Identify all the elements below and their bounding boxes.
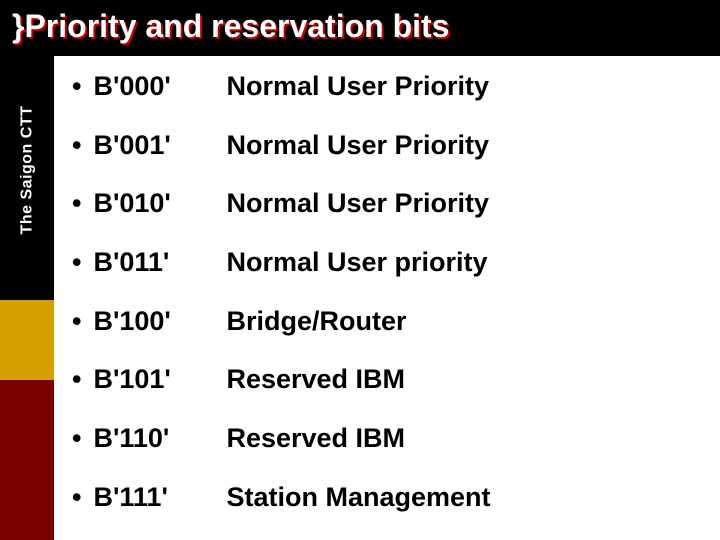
item-code: B'001' xyxy=(93,131,208,161)
list-item: • B'101' Reserved IBM xyxy=(72,365,712,395)
item-code: B'111' xyxy=(93,483,208,513)
item-desc: Station Management xyxy=(226,483,490,513)
list-item: • B'111' Station Management xyxy=(72,483,712,513)
title-text: Priority and reservation bits xyxy=(24,8,449,44)
item-desc: Normal User Priority xyxy=(226,72,489,102)
list-item: • B'100' Bridge/Router xyxy=(72,307,712,337)
item-code: B'101' xyxy=(93,365,208,395)
slide: }Priority and reservation bits }Priority… xyxy=(0,0,720,540)
item-desc: Normal User Priority xyxy=(226,131,489,161)
item-desc: Normal User Priority xyxy=(226,189,489,219)
bullet-icon: • xyxy=(72,249,81,276)
list-item: • B'110' Reserved IBM xyxy=(72,424,712,454)
item-code: B'011' xyxy=(93,248,208,278)
list-item: • B'011' Normal User priority xyxy=(72,248,712,278)
item-code: B'000' xyxy=(93,72,208,102)
bullet-icon: • xyxy=(72,425,81,452)
bullet-icon: • xyxy=(72,73,81,100)
sidebar-label-container: The Saigon CTT xyxy=(15,100,39,240)
title-brace: } xyxy=(12,8,24,44)
item-code: B'100' xyxy=(93,307,208,337)
bullet-icon: • xyxy=(72,132,81,159)
item-desc: Bridge/Router xyxy=(226,307,406,337)
slide-title: }Priority and reservation bits xyxy=(12,8,449,45)
sidebar-label: The Saigon CTT xyxy=(18,106,36,235)
item-desc: Reserved IBM xyxy=(226,365,405,395)
list-item: • B'010' Normal User Priority xyxy=(72,189,712,219)
sidebar-yellow-band xyxy=(0,300,54,380)
bullet-icon: • xyxy=(72,366,81,393)
list-item: • B'000' Normal User Priority xyxy=(72,72,712,102)
item-desc: Normal User priority xyxy=(226,248,487,278)
item-code: B'010' xyxy=(93,189,208,219)
item-desc: Reserved IBM xyxy=(226,424,405,454)
bullet-icon: • xyxy=(72,308,81,335)
bullet-icon: • xyxy=(72,484,81,511)
body-list: • B'000' Normal User Priority • B'001' N… xyxy=(72,72,712,540)
list-item: • B'001' Normal User Priority xyxy=(72,131,712,161)
bullet-icon: • xyxy=(72,190,81,217)
item-code: B'110' xyxy=(93,424,208,454)
